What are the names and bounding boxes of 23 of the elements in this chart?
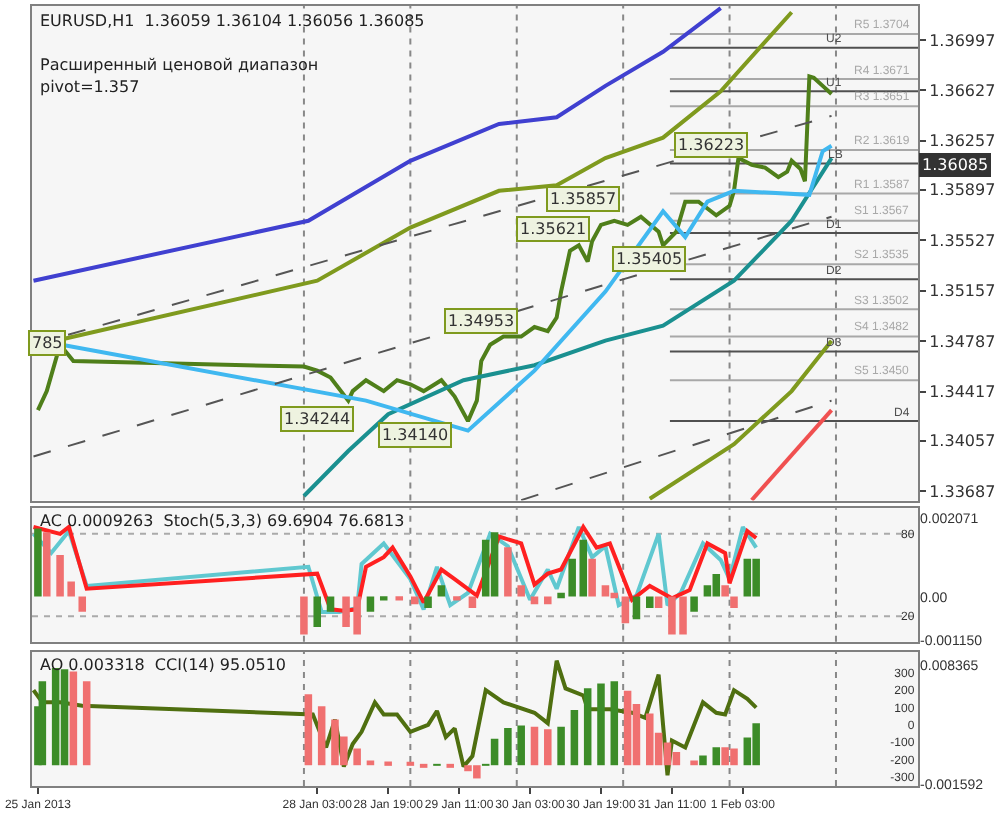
y-tick-label: 1.35157 bbox=[929, 282, 996, 301]
annotation: 1.34953 bbox=[448, 312, 515, 330]
y-tick-label: 1.35897 bbox=[929, 181, 996, 200]
chart-title: AC 0.0009263 Stoch(5,3,3) 69.6904 76.6813 bbox=[40, 512, 405, 530]
annotation: 1.36223 bbox=[678, 136, 745, 154]
annotation: Расширенный ценовой диапазон bbox=[40, 56, 319, 74]
y-tick-label: 1.36257 bbox=[929, 132, 996, 151]
chart-title: EURUSD,H1 1.36059 1.36104 1.36056 1.36085 bbox=[40, 12, 425, 30]
annotation: 1.35405 bbox=[616, 250, 683, 268]
annotation: pivot=1.357 bbox=[40, 78, 140, 96]
y-tick-label: 1.35527 bbox=[929, 231, 996, 250]
chart-title: AO 0.003318 CCI(14) 95.0510 bbox=[40, 656, 287, 674]
y-tick-label: 1.34787 bbox=[929, 332, 996, 351]
y-tick-label: 1.36997 bbox=[929, 31, 996, 50]
annotation: 1.34140 bbox=[382, 426, 449, 444]
y-tick-label: 1.34417 bbox=[929, 383, 996, 402]
y-tick-label: 1.36627 bbox=[929, 81, 996, 100]
annotation: 1.34244 bbox=[284, 410, 351, 428]
annotation: 1.35857 bbox=[550, 190, 617, 208]
annotation: 1.35621 bbox=[520, 220, 587, 238]
annotation: 1.36085 bbox=[922, 156, 989, 174]
y-tick-label: 1.33687 bbox=[929, 482, 996, 501]
y-tick-label: 1.34057 bbox=[929, 432, 996, 451]
